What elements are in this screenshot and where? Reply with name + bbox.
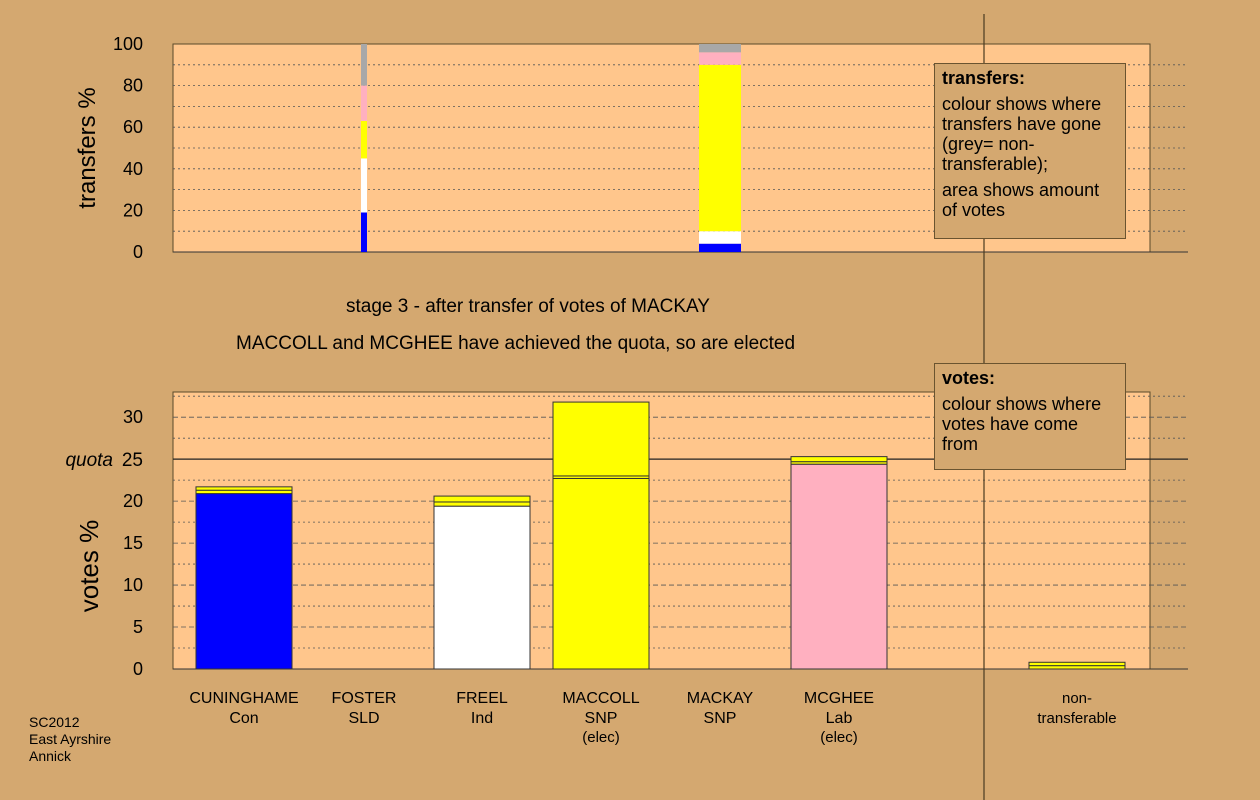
transfer-segment [699, 231, 741, 244]
votes-ytick-label: 5 [133, 617, 143, 637]
quota-label: quota [65, 450, 113, 471]
category-name-label: non- [1062, 690, 1092, 707]
footer-ward: Annick [29, 748, 72, 764]
vote-segment [195, 493, 293, 670]
transfer-segment [699, 44, 741, 53]
category-elected-label: (elec) [820, 729, 858, 746]
category-party-label: transferable [1037, 710, 1116, 727]
votes-ytick-label: 10 [123, 575, 143, 595]
vote-segment [790, 456, 888, 463]
category-party-label: Lab [826, 710, 853, 727]
transfer-segment [361, 120, 367, 159]
transfer-segment [361, 158, 367, 213]
transfer-segment [361, 212, 367, 252]
footer-council: East Ayrshire [29, 731, 112, 747]
footer: SC2012 East Ayrshire Annick [29, 714, 111, 765]
vote-segment [552, 477, 650, 670]
votes-ytick-label: 15 [123, 533, 143, 553]
transfer-segment [699, 243, 741, 252]
category-name-label: CUNINGHAME [189, 690, 298, 707]
transfer-segment [361, 44, 367, 86]
vote-segment [790, 463, 888, 670]
transfer-segment [699, 52, 741, 65]
transfers-ytick-label: 0 [133, 242, 143, 262]
vote-segment [195, 489, 293, 495]
category-party-label: SNP [704, 710, 737, 727]
status-caption: MACCOLL and MCGHEE have achieved the quo… [236, 333, 796, 354]
category-name-label: MACCOLL [562, 690, 639, 707]
vote-segment [1028, 665, 1126, 670]
transfers-legend-title: transfers: [942, 68, 1026, 88]
category-party-label: Con [229, 710, 258, 727]
vote-segment [195, 486, 293, 491]
transfers-ytick-label: 100 [113, 34, 143, 54]
transfers-legend-area: area shows amount of votes [942, 180, 1100, 220]
category-name-label: FREEL [456, 690, 508, 707]
footer-election: SC2012 [29, 714, 80, 730]
transfer-segment [361, 85, 367, 121]
votes-legend-title: votes: [942, 368, 996, 388]
votes-ytick-label: 20 [123, 491, 143, 511]
votes-ytick-label: 25 [122, 450, 143, 471]
category-elected-label: (elec) [582, 729, 620, 746]
votes-axis-title: votes % [74, 520, 104, 613]
vote-segment [433, 501, 531, 507]
vote-segment [1028, 661, 1126, 667]
category-name-label: MACKAY [687, 690, 754, 707]
transfers-ytick-label: 80 [123, 76, 143, 96]
votes-ytick-label: 30 [123, 407, 143, 427]
votes-legend-text: colour shows where votes have come from [942, 394, 1102, 454]
votes-ytick-label: 0 [133, 659, 143, 679]
transfer-segment [699, 64, 741, 232]
category-name-label: FOSTER [332, 690, 397, 707]
transfers-axis-title: transfers % [74, 87, 101, 208]
category-party-label: SNP [585, 710, 618, 727]
category-party-label: Ind [471, 710, 493, 727]
transfers-legend-text: colour shows where transfers have gone (… [942, 94, 1102, 174]
category-party-label: SLD [348, 710, 379, 727]
transfers-ytick-label: 20 [123, 200, 143, 220]
category-name-label: MCGHEE [804, 690, 874, 707]
transfers-legend: transfers: colour shows where transfers … [934, 63, 1126, 239]
transfers-ytick-label: 60 [123, 117, 143, 137]
vote-segment [552, 401, 650, 477]
vote-segment [433, 495, 531, 503]
vote-segment [433, 505, 531, 670]
votes-legend: votes: colour shows where votes have com… [934, 363, 1126, 470]
transfers-ytick-label: 40 [123, 159, 143, 179]
stage-caption: stage 3 - after transfer of votes of MAC… [346, 296, 710, 317]
